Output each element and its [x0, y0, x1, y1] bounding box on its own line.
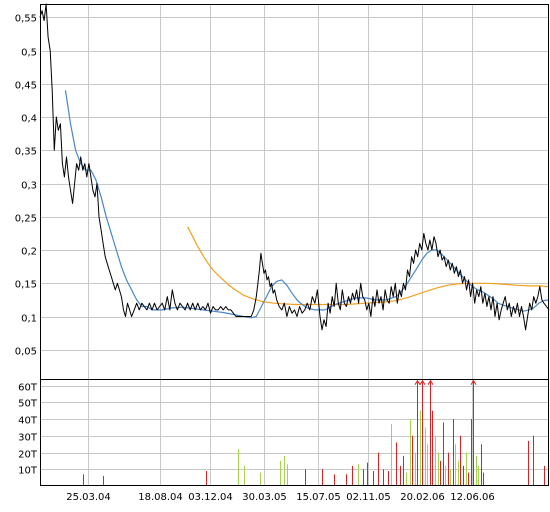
volume-bars-group	[83, 379, 545, 486]
price-series-group	[39, 3, 550, 331]
price-y-tick-label: 0,25	[15, 214, 37, 225]
volume-x-tick-labels: 25.03.04 18.08.04 03.12.04 30.03.05 15.07.05…	[66, 492, 495, 503]
volume-y-tick-label: 40T	[18, 416, 38, 427]
price-y-tick-label: 0,55	[15, 14, 37, 25]
volume-clipped-marker	[470, 379, 477, 385]
price-y-tick-labels: 0,05 0,1 0,15 0,2 0,25 0,3 0,35 0,4 0,45 0,5 0,55	[15, 14, 37, 358]
volume-plot-frame	[40, 379, 549, 486]
long-moving-average-line	[187, 226, 550, 306]
price-plot-background	[40, 4, 549, 383]
volume-clipped-marker	[427, 379, 434, 385]
price-y-tick-label: 0,45	[15, 81, 37, 92]
volume-x-tick-label: 02.11.05	[346, 492, 391, 503]
price-y-tick-label: 0,1	[21, 314, 37, 325]
volume-x-tick-label: 03.12.04	[188, 492, 233, 503]
volume-panel: 10T 20T 30T 40T 50T 60T 25.03.04 18.08.04 03.12…	[18, 379, 549, 503]
volume-clipped-marker	[419, 379, 426, 385]
price-y-tick-label: 0,35	[15, 147, 37, 158]
volume-clipped-marker	[414, 379, 421, 385]
price-line	[39, 3, 550, 331]
volume-x-tick-label: 25.03.04	[66, 492, 111, 503]
price-y-tick-label: 0,15	[15, 280, 37, 291]
price-panel: 0,050,10,150,20,250,30,350,40,450,50,55 …	[15, 3, 550, 400]
price-y-tick-label: 0,5	[21, 48, 37, 59]
price-y-tick-label: 0,05	[15, 347, 37, 358]
volume-x-tick-label: 12.06.06	[450, 492, 495, 503]
volume-y-tick-labels: 10T 20T 30T 40T 50T 60T	[18, 383, 38, 477]
price-y-tick-label: 0,3	[21, 181, 37, 192]
price-y-tick-label: 0,4	[21, 114, 37, 125]
volume-y-tick-label: 20T	[18, 450, 38, 461]
price-grid	[40, 4, 549, 383]
volume-x-tick-label: 15.07.05	[296, 492, 341, 503]
volume-y-tick-label: 60T	[18, 383, 38, 394]
short-moving-average-line	[64, 90, 550, 319]
price-y-tick-label: 0,2	[21, 247, 37, 258]
volume-y-tick-label: 50T	[18, 399, 38, 410]
volume-x-tick-label: 30.03.05	[242, 492, 287, 503]
volume-y-tick-label: 30T	[18, 433, 38, 444]
volume-y-tick-label: 10T	[18, 466, 38, 477]
volume-x-tick-label: 18.08.04	[138, 492, 183, 503]
volume-x-tick-label: 20.02.06	[400, 492, 445, 503]
